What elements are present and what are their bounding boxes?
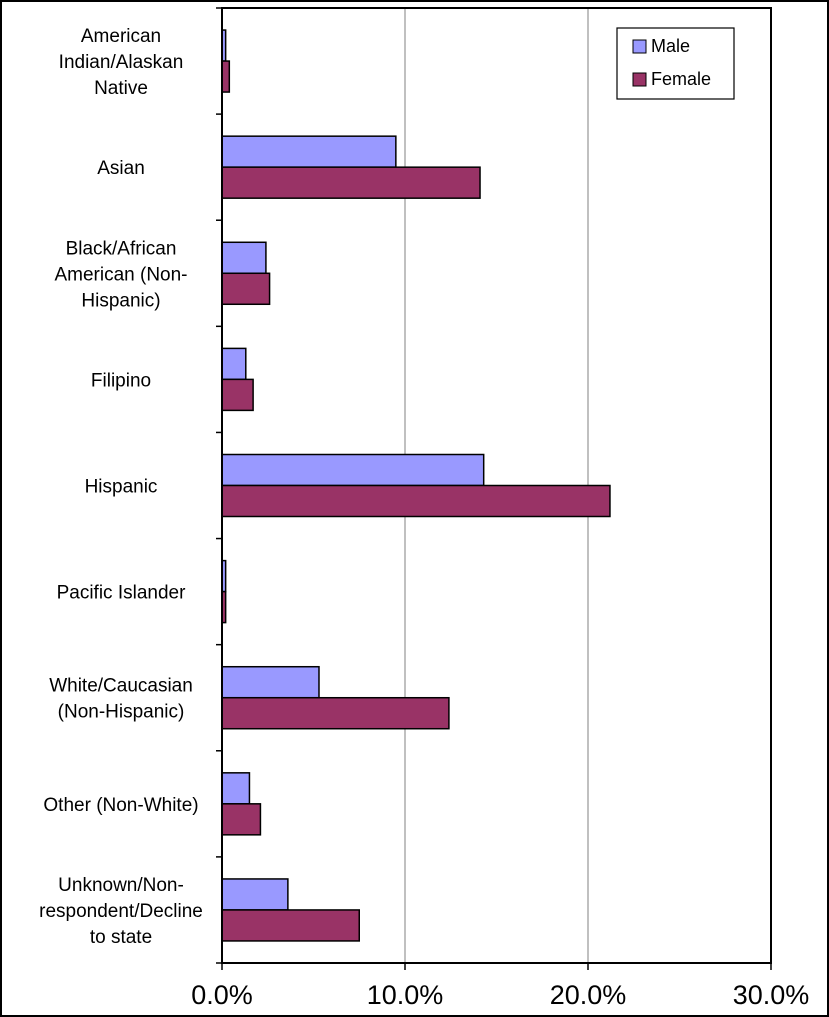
bar-male (221, 453, 485, 487)
category-label: Unknown/Non- (58, 875, 184, 896)
bar-male (221, 772, 251, 805)
category-label: American (Non- (54, 264, 187, 285)
legend-swatch-male (632, 39, 647, 54)
category-label: Indian/Alaskan (59, 52, 184, 73)
bar-female (221, 803, 262, 836)
bar-female (221, 378, 254, 412)
bar-female (221, 909, 360, 942)
legend: Male Female (616, 27, 735, 100)
bar-male (221, 347, 247, 381)
value-tick-label: 30.0% (733, 980, 810, 1010)
category-label: Filipino (91, 370, 151, 391)
value-axis: 0.0% 10.0% 20.0% 30.0% (191, 963, 809, 1010)
bar-male (221, 241, 267, 275)
legend-label-male: Male (651, 36, 690, 56)
value-tick-label: 10.0% (367, 980, 444, 1010)
bar-female (221, 696, 450, 730)
plot-area-frame (221, 7, 772, 964)
category-label: American (81, 26, 161, 47)
category-label: White/Caucasian (49, 676, 193, 697)
bar-male (221, 878, 289, 911)
bar-male (221, 135, 397, 168)
category-label: Asian (97, 158, 145, 179)
bars (221, 29, 611, 942)
value-tick-label: 20.0% (550, 980, 627, 1010)
category-label: Hispanic) (81, 290, 160, 311)
legend-swatch-female (632, 72, 647, 87)
value-tick-label: 0.0% (191, 980, 253, 1010)
bar-female (221, 484, 611, 518)
category-label: Pacific Islander (57, 583, 187, 604)
category-axis: American Indian/Alaskan Native Asian Black/A… (39, 7, 222, 964)
category-label: Other (Non-White) (43, 795, 198, 816)
category-label: Hispanic (85, 477, 158, 498)
bar-female (221, 272, 271, 306)
category-label: to state (90, 927, 152, 948)
legend-label-female: Female (651, 69, 711, 89)
bar-female (221, 60, 231, 93)
category-label: (Non-Hispanic) (58, 702, 185, 723)
bar-male (221, 665, 320, 699)
category-label: Native (94, 78, 148, 99)
category-label: Black/African (66, 238, 177, 259)
category-label: respondent/Decline (39, 901, 203, 922)
bar-female (221, 166, 481, 199)
